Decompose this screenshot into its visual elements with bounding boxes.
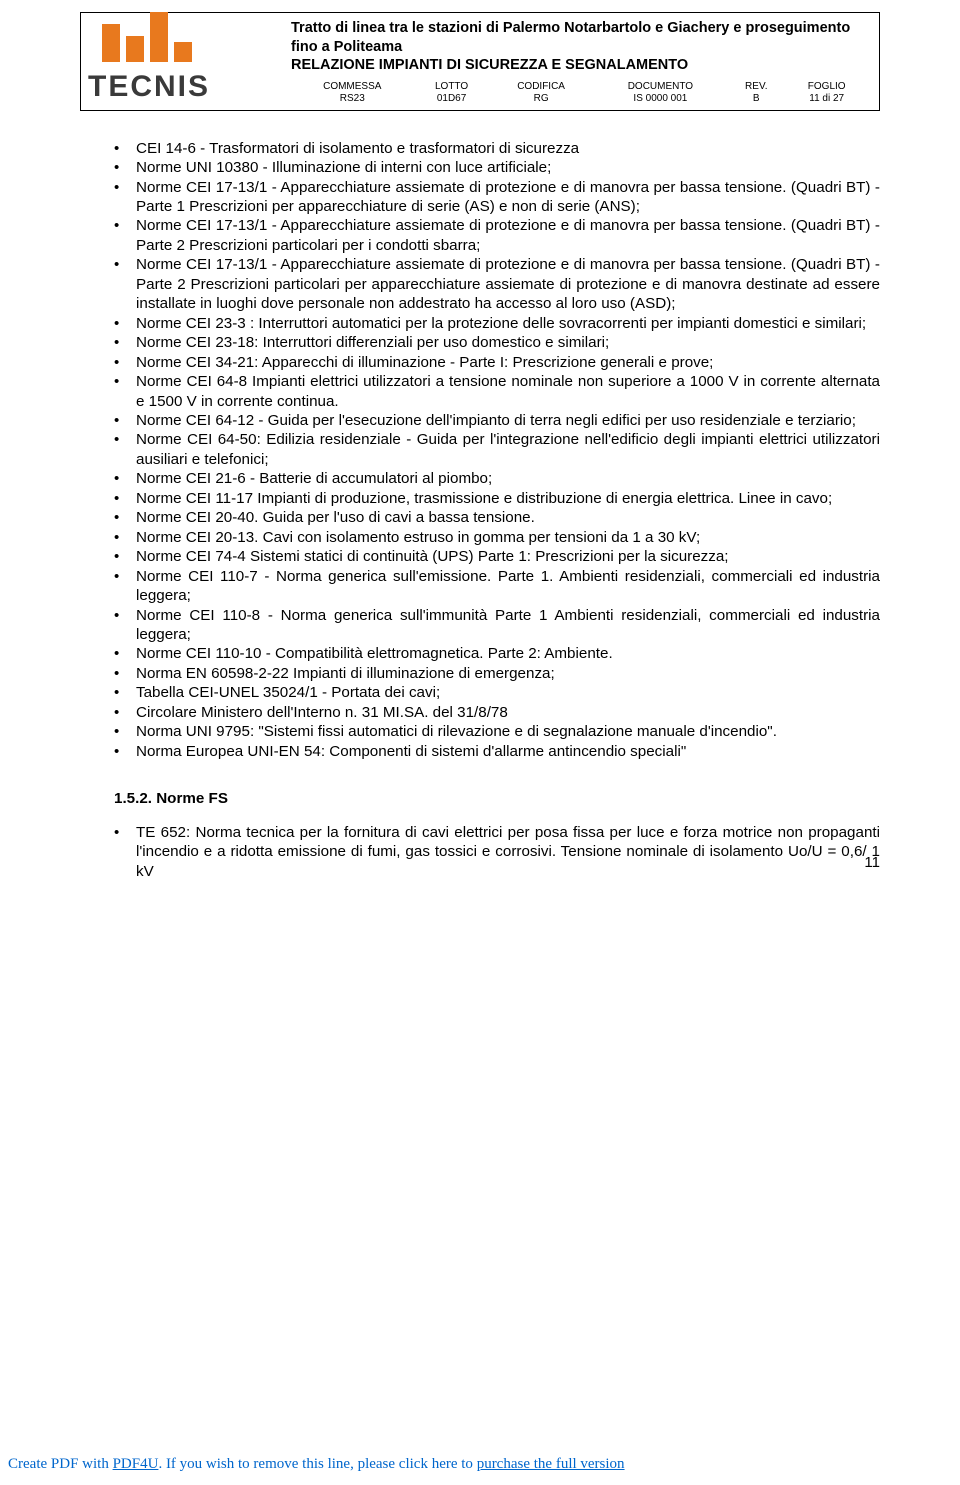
meta-h-commessa: COMMESSA bbox=[291, 81, 414, 94]
list-item: Norme CEI 23-18: Interruttori differenzi… bbox=[114, 333, 880, 352]
list-item: Norme CEI 17-13/1 - Apparecchiature assi… bbox=[114, 178, 880, 217]
list-item: Norma Europea UNI-EN 54: Componenti di s… bbox=[114, 742, 880, 761]
pdf4u-footer: Create PDF with PDF4U. If you wish to re… bbox=[0, 1456, 960, 1473]
meta-h-rev: REV. bbox=[728, 81, 784, 94]
list-item: Norme UNI 10380 - Illuminazione di inter… bbox=[114, 158, 880, 177]
meta-v-commessa: RS23 bbox=[291, 93, 414, 106]
meta-v-codifica: RG bbox=[490, 93, 593, 106]
list-item: CEI 14-6 - Trasformatori di isolamento e… bbox=[114, 139, 880, 158]
doc-title-2: RELAZIONE IMPIANTI DI SICUREZZA E SEGNAL… bbox=[291, 56, 869, 75]
list-item: Norme CEI 20-40. Guida per l'uso di cavi… bbox=[114, 508, 880, 527]
list-item: Norme CEI 74-4 Sistemi statici di contin… bbox=[114, 547, 880, 566]
list-item: Norme CEI 110-7 - Norma generica sull'em… bbox=[114, 567, 880, 606]
page-number: 11 bbox=[864, 854, 880, 871]
list-item: Circolare Ministero dell'Interno n. 31 M… bbox=[114, 703, 880, 722]
list-item: Tabella CEI-UNEL 35024/1 - Portata dei c… bbox=[114, 683, 880, 702]
meta-h-codifica: CODIFICA bbox=[490, 81, 593, 94]
list-item: Norme CEI 64-50: Edilizia residenziale -… bbox=[114, 430, 880, 469]
list-item: TE 652: Norma tecnica per la fornitura d… bbox=[114, 823, 880, 881]
list-item: Norme CEI 11-17 Impianti di produzione, … bbox=[114, 489, 880, 508]
doc-title-1: Tratto di linea tra le stazioni di Paler… bbox=[291, 19, 869, 56]
list-item: Norme CEI 17-13/1 - Apparecchiature assi… bbox=[114, 216, 880, 255]
meta-v-documento: IS 0000 001 bbox=[593, 93, 729, 106]
meta-v-lotto: 01D67 bbox=[414, 93, 490, 106]
meta-h-lotto: LOTTO bbox=[414, 81, 490, 94]
list-item: Norme CEI 21-6 - Batterie di accumulator… bbox=[114, 469, 880, 488]
meta-v-rev: B bbox=[728, 93, 784, 106]
logo-text: TECNIS bbox=[80, 70, 270, 104]
meta-h-foglio: FOGLIO bbox=[784, 81, 869, 94]
meta-table: COMMESSA LOTTO CODIFICA DOCUMENTO REV. F… bbox=[291, 81, 869, 106]
list-item: Norme CEI 64-12 - Guida per l'esecuzione… bbox=[114, 411, 880, 430]
footer-middle: . If you wish to remove this line, pleas… bbox=[158, 1456, 476, 1472]
logo: TECNIS bbox=[80, 12, 270, 117]
list-item: Norme CEI 23-3 : Interruttori automatici… bbox=[114, 314, 880, 333]
list-item: Norme CEI 17-13/1 - Apparecchiature assi… bbox=[114, 255, 880, 313]
meta-v-foglio: 11 di 27 bbox=[784, 93, 869, 106]
main-content: CEI 14-6 - Trasformatori di isolamento e… bbox=[80, 139, 880, 881]
footer-link-pdf4u[interactable]: PDF4U bbox=[113, 1456, 159, 1472]
logo-bars bbox=[80, 12, 270, 62]
bullet-list-1: CEI 14-6 - Trasformatori di isolamento e… bbox=[80, 139, 880, 762]
list-item: Norma UNI 9795: "Sistemi fissi automatic… bbox=[114, 722, 880, 741]
list-item: Norme CEI 20-13. Cavi con isolamento est… bbox=[114, 528, 880, 547]
footer-link-purchase[interactable]: purchase the full version bbox=[477, 1456, 625, 1472]
bullet-list-2: TE 652: Norma tecnica per la fornitura d… bbox=[80, 823, 880, 881]
list-item: Norme CEI 110-10 - Compatibilità elettro… bbox=[114, 644, 880, 663]
doc-title-block: Tratto di linea tra le stazioni di Paler… bbox=[291, 19, 869, 75]
list-item: Norme CEI 34-21: Apparecchi di illuminaz… bbox=[114, 353, 880, 372]
section-heading-fs: 1.5.2. Norme FS bbox=[80, 789, 880, 808]
list-item: Norme CEI 64-8 Impianti elettrici utiliz… bbox=[114, 372, 880, 411]
list-item: Norma EN 60598-2-22 Impianti di illumina… bbox=[114, 664, 880, 683]
meta-h-documento: DOCUMENTO bbox=[593, 81, 729, 94]
footer-prefix: Create PDF with bbox=[8, 1456, 113, 1472]
list-item: Norme CEI 110-8 - Norma generica sull'im… bbox=[114, 606, 880, 645]
